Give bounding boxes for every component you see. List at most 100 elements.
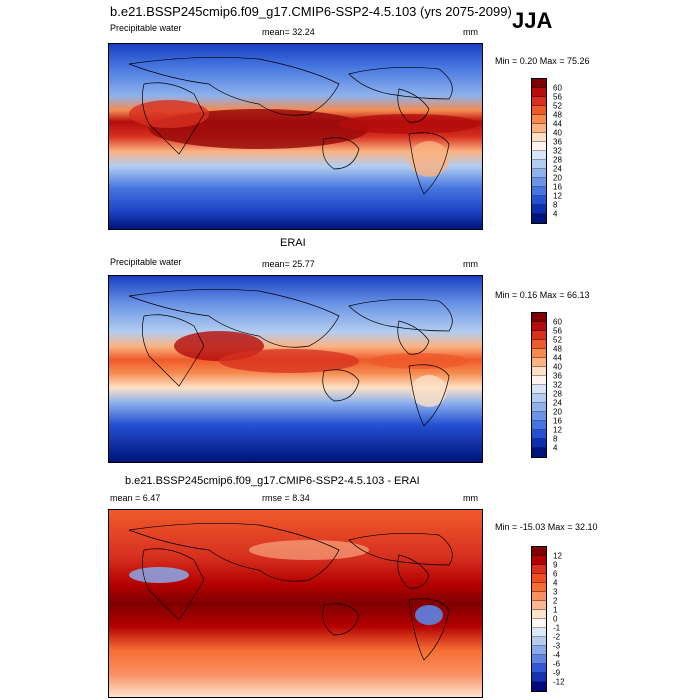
panel3-map xyxy=(108,509,483,698)
colorbar-tick-label: 36 xyxy=(553,371,562,381)
colorbar-tick-label: 52 xyxy=(553,101,562,111)
panel1-colorbar xyxy=(531,78,547,224)
colorbar-tick-label: 60 xyxy=(553,317,562,327)
colorbar-segment xyxy=(532,601,546,610)
colorbar-tick-label: 8 xyxy=(553,200,558,210)
colorbar-segment xyxy=(532,313,546,322)
colorbar-tick-label: 44 xyxy=(553,353,562,363)
colorbar-segment xyxy=(532,88,546,97)
colorbar-tick-label: 0 xyxy=(553,614,558,624)
panel2-title: ERAI xyxy=(280,237,306,249)
colorbar-tick-label: 48 xyxy=(553,110,562,120)
season-label: JJA xyxy=(512,8,553,33)
panel1-variable-label: Precipitable water xyxy=(110,23,182,33)
colorbar-tick-label: -1 xyxy=(553,623,561,633)
colorbar-segment xyxy=(532,412,546,421)
panel1-map xyxy=(108,43,483,230)
colorbar-segment xyxy=(532,565,546,574)
colorbar-tick-label: 32 xyxy=(553,146,562,156)
colorbar-segment xyxy=(532,79,546,88)
panel1-units-label: mm xyxy=(463,27,478,37)
colorbar-segment xyxy=(532,547,546,556)
colorbar-tick-label: -3 xyxy=(553,641,561,651)
colorbar-segment xyxy=(532,349,546,358)
colorbar-segment xyxy=(532,583,546,592)
colorbar-tick-label: 4 xyxy=(553,578,558,588)
colorbar-segment xyxy=(532,106,546,115)
colorbar-segment xyxy=(532,142,546,151)
colorbar-segment xyxy=(532,178,546,187)
colorbar-segment xyxy=(532,592,546,601)
colorbar-tick-label: 3 xyxy=(553,587,558,597)
panel2-colorbar xyxy=(531,312,547,458)
colorbar-segment xyxy=(532,331,546,340)
colorbar-tick-label: 12 xyxy=(553,425,562,435)
colorbar-segment xyxy=(532,403,546,412)
colorbar-tick-label: 12 xyxy=(553,191,562,201)
colorbar-segment xyxy=(532,124,546,133)
colorbar-segment xyxy=(532,196,546,205)
colorbar-tick-label: 28 xyxy=(553,155,562,165)
colorbar-segment xyxy=(532,574,546,583)
colorbar-segment xyxy=(532,619,546,628)
colorbar-tick-label: 28 xyxy=(553,389,562,399)
figure-title: b.e21.BSSP245cmip6.f09_g17.CMIP6-SSP2-4.… xyxy=(110,4,512,19)
colorbar-segment xyxy=(532,664,546,673)
colorbar-tick-label: 1 xyxy=(553,605,558,615)
colorbar-segment xyxy=(532,628,546,637)
panel3-title: b.e21.BSSP245cmip6.f09_g17.CMIP6-SSP2-4.… xyxy=(125,475,420,487)
colorbar-tick-label: 2 xyxy=(553,596,558,606)
colorbar-segment xyxy=(532,556,546,565)
colorbar-segment xyxy=(532,430,546,439)
panel2-mean-label: mean= 25.77 xyxy=(262,259,315,269)
colorbar-segment xyxy=(532,655,546,664)
panel3-mean-label: mean = 6.47 xyxy=(110,493,161,503)
colorbar-tick-label: 4 xyxy=(553,443,558,453)
colorbar-tick-label: 24 xyxy=(553,398,562,408)
colorbar-tick-label: 56 xyxy=(553,92,562,102)
colorbar-segment xyxy=(532,151,546,160)
colorbar-segment xyxy=(532,169,546,178)
panel2-minmax-label: Min = 0.16 Max = 66.13 xyxy=(495,290,590,300)
panel3-colorbar xyxy=(531,546,547,692)
colorbar-segment xyxy=(532,610,546,619)
colorbar-segment xyxy=(532,133,546,142)
colorbar-segment xyxy=(532,376,546,385)
colorbar-segment xyxy=(532,673,546,682)
colorbar-tick-label: 6 xyxy=(553,569,558,579)
colorbar-segment xyxy=(532,214,546,223)
colorbar-tick-label: 60 xyxy=(553,83,562,93)
colorbar-segment xyxy=(532,682,546,691)
colorbar-segment xyxy=(532,340,546,349)
colorbar-tick-label: 9 xyxy=(553,560,558,570)
colorbar-tick-label: 44 xyxy=(553,119,562,129)
colorbar-tick-label: 52 xyxy=(553,335,562,345)
colorbar-segment xyxy=(532,646,546,655)
panel1-mean-label: mean= 32.24 xyxy=(262,27,315,37)
panel2-variable-label: Precipitable water xyxy=(110,257,182,267)
colorbar-segment xyxy=(532,358,546,367)
panel1-minmax-label: Min = 0.20 Max = 75.26 xyxy=(495,56,590,66)
panel2-map xyxy=(108,275,483,463)
panel2-units-label: mm xyxy=(463,259,478,269)
colorbar-tick-label: 32 xyxy=(553,380,562,390)
colorbar-tick-label: 4 xyxy=(553,209,558,219)
colorbar-tick-label: -12 xyxy=(553,677,565,687)
colorbar-tick-label: -9 xyxy=(553,668,561,678)
colorbar-tick-label: 36 xyxy=(553,137,562,147)
colorbar-segment xyxy=(532,160,546,169)
colorbar-tick-label: 48 xyxy=(553,344,562,354)
colorbar-tick-label: -6 xyxy=(553,659,561,669)
colorbar-segment xyxy=(532,115,546,124)
colorbar-segment xyxy=(532,448,546,457)
colorbar-tick-label: 16 xyxy=(553,182,562,192)
colorbar-segment xyxy=(532,205,546,214)
colorbar-tick-label: 8 xyxy=(553,434,558,444)
colorbar-tick-label: 16 xyxy=(553,416,562,426)
colorbar-segment xyxy=(532,439,546,448)
colorbar-tick-label: 20 xyxy=(553,173,562,183)
colorbar-tick-label: 12 xyxy=(553,551,562,561)
panel3-minmax-label: Min = -15.03 Max = 32.10 xyxy=(495,522,598,532)
colorbar-segment xyxy=(532,421,546,430)
panel3-units-label: mm xyxy=(463,493,478,503)
